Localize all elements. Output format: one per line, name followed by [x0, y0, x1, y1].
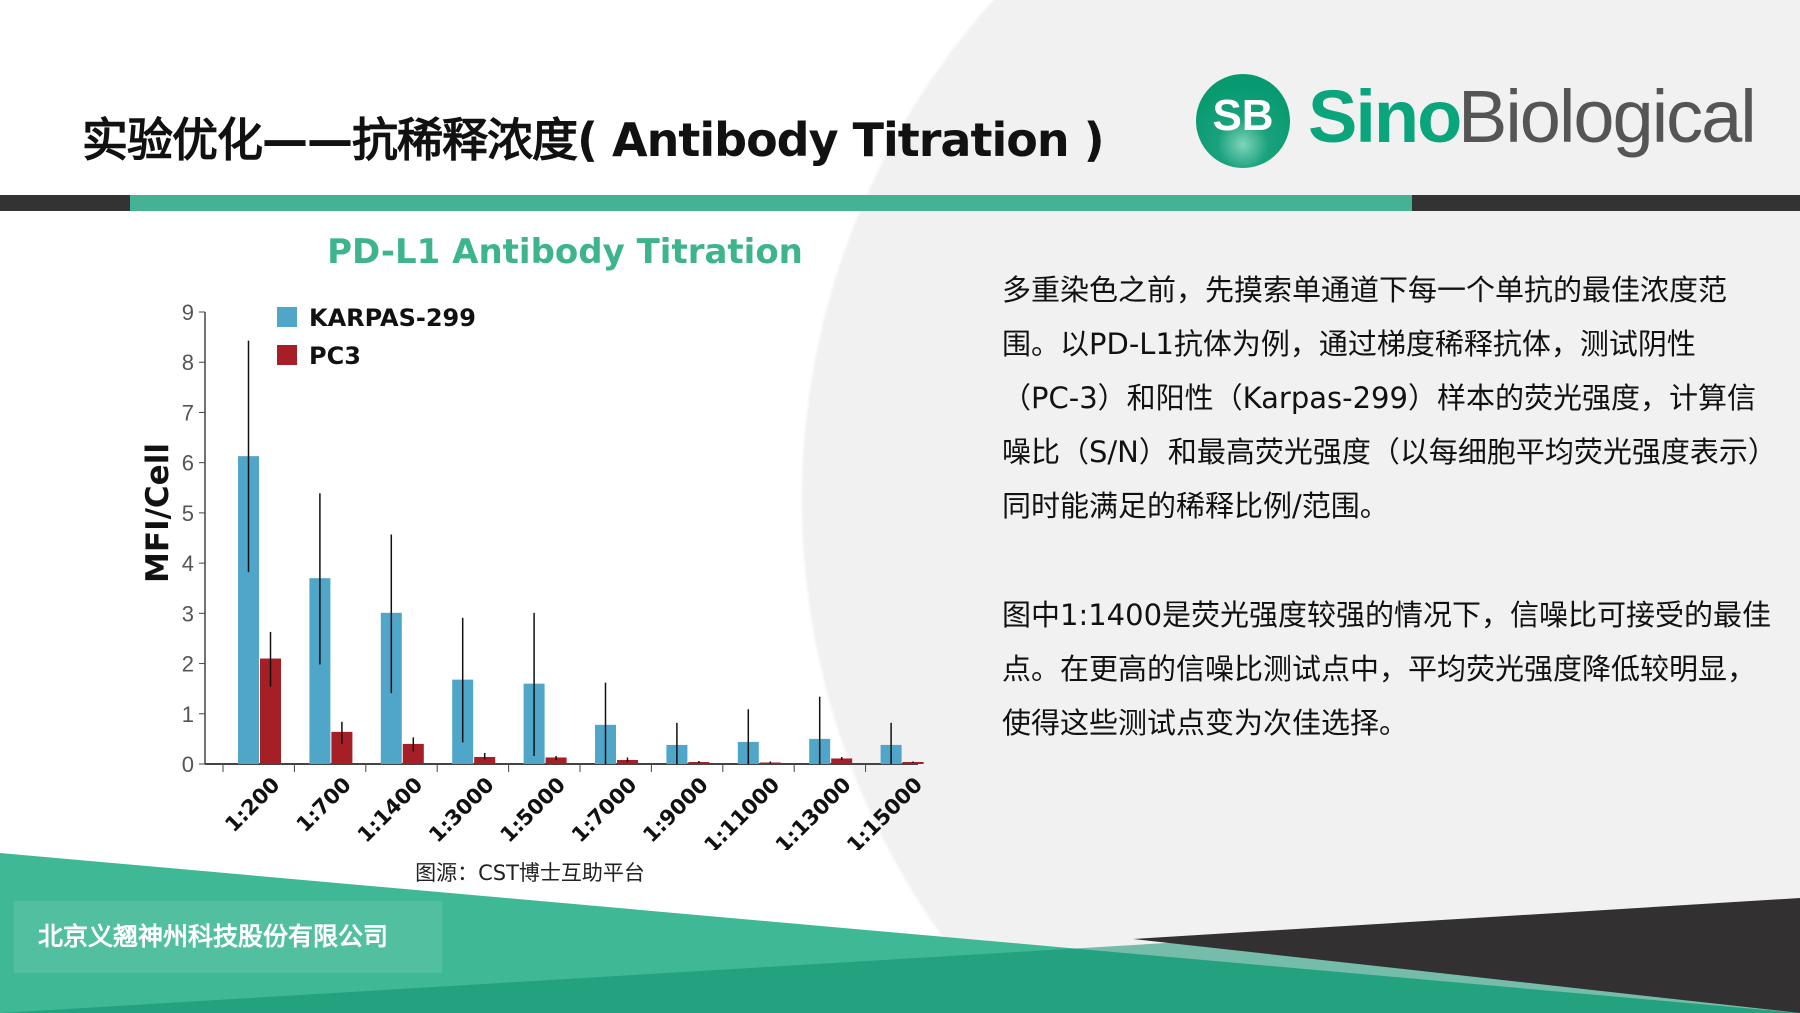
x-tick-label: 1:15000 [842, 773, 927, 850]
y-tick-label: 9 [182, 300, 194, 325]
y-tick-label: 2 [182, 652, 194, 677]
y-tick-label: 5 [182, 501, 194, 526]
bar-chart: 0 1 2 3 4 5 6 7 8 9 MFI/Cell 1:200 1:7001:14001:3000… [140, 300, 927, 850]
legend-swatch [277, 307, 297, 327]
y-tick-label: 7 [182, 400, 194, 425]
chart-title: PD-L1 Antibody Titration [327, 232, 803, 272]
legend-swatch [277, 345, 297, 365]
company-name: 北京义翘神州科技股份有限公司 [14, 901, 442, 973]
footer-dark-triangle [1133, 898, 1800, 1013]
bar-karpas-299 [309, 578, 331, 764]
y-tick-label: 6 [182, 451, 194, 476]
logo-word-sino: Sino [1308, 75, 1462, 158]
y-tick-label: 0 [182, 752, 194, 777]
x-tick-label: 1:3000 [424, 773, 499, 848]
logo-mark: SB [1196, 74, 1290, 168]
y-tick-label: 4 [182, 551, 194, 576]
bar-pc3 [402, 743, 424, 764]
y-tick-label: 1 [182, 702, 194, 727]
legend-label: PC3 [309, 342, 361, 370]
header-rule [0, 195, 1800, 211]
bar-pc3 [474, 756, 496, 764]
header-rule-accent [130, 195, 1412, 211]
description-paragraph-1: 多重染色之前，先摸索单通道下每一个单抗的最佳浓度范围。以PD-L1抗体为例，通过… [1002, 273, 1763, 523]
x-tick-label: 1:200 [220, 773, 284, 837]
x-tick-label: 1:700 [292, 773, 356, 837]
x-tick-label: 1:7000 [567, 773, 642, 848]
y-tick-label: 3 [182, 601, 194, 626]
x-tick-label: 1:5000 [496, 773, 571, 848]
legend-label: KARPAS-299 [309, 304, 476, 332]
sino-biological-logo: SB Sino Biological [1196, 74, 1786, 174]
bar-karpas-299 [238, 456, 259, 764]
x-tick-label: 1:9000 [638, 773, 713, 848]
bar-pc3 [331, 731, 353, 764]
bar-pc3 [260, 658, 281, 764]
bar-pc3 [831, 758, 853, 764]
x-tick-label: 1:1400 [353, 773, 428, 848]
bar-pc3 [545, 757, 567, 764]
y-axis-label: MFI/Cell [140, 443, 176, 583]
logo-word-biological: Biological [1458, 75, 1757, 158]
description-paragraph-2: 图中1:1400是荧光强度较强的情况下，信噪比可接受的最佳点。在更高的信噪比测试… [1002, 598, 1772, 740]
page-title: 实验优化——抗稀释浓度( Antibody Titration ) [82, 113, 1105, 167]
figure-source-caption: 图源：CST博士互助平台 [415, 861, 645, 885]
y-tick-label: 8 [182, 350, 194, 375]
